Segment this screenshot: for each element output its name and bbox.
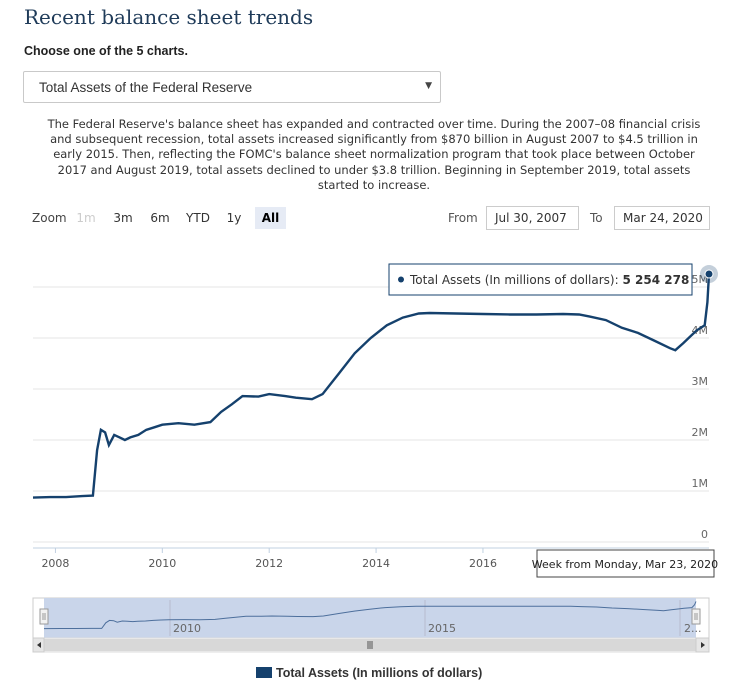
- x-tick-label: 2010: [148, 557, 176, 570]
- grid-lines: [33, 286, 709, 549]
- zoom-3m-button[interactable]: 3m: [113, 211, 133, 225]
- y-tick-label: 0: [701, 528, 708, 541]
- zoom-1y-button[interactable]: 1y: [226, 211, 242, 225]
- series-line: [32, 273, 711, 499]
- scrollbar[interactable]: [32, 637, 710, 653]
- chart-select-dropdown[interactable]: Total Assets of the Federal Reserve ▼: [23, 71, 441, 103]
- y-tick-label: 1M: [692, 477, 709, 490]
- to-date-input[interactable]: Mar 24, 2020: [614, 206, 710, 230]
- y-axis-ticks: 0 1M 2M 3M 4M 5M: [692, 273, 709, 541]
- page-title: Recent balance sheet trends: [24, 5, 314, 29]
- x-tooltip-label: Week from Monday, Mar 23, 2020: [532, 558, 718, 571]
- zoom-all-button[interactable]: All: [255, 207, 286, 229]
- navigator-series-line: [43, 601, 697, 630]
- y-tick-label: 5M: [692, 273, 709, 286]
- y-tick-label: 3M: [692, 375, 709, 388]
- navigator-selection[interactable]: [44, 598, 696, 638]
- x-tick-label: 2012: [255, 557, 283, 570]
- to-label: To: [590, 211, 603, 225]
- navigator-label-end: 2...: [684, 622, 702, 635]
- from-label: From: [448, 211, 478, 225]
- x-tick-label: 2008: [41, 557, 69, 570]
- navigator-label-2015: 2015: [428, 622, 456, 635]
- chart-chooser-label: Choose one of the 5 charts.: [24, 44, 188, 58]
- chart-select-value: Total Assets of the Federal Reserve: [39, 80, 253, 95]
- from-date-input[interactable]: Jul 30, 2007: [486, 206, 579, 230]
- scroll-left-arrow-icon: [37, 642, 41, 648]
- x-axis-ticks: 2008 2010 2012 2014 2016: [41, 548, 497, 570]
- scroll-right-arrow-icon: [701, 642, 705, 648]
- navigator-right-handle[interactable]: [691, 608, 701, 625]
- tooltip-value: 5 254 278: [622, 273, 689, 287]
- tooltip-series-dot: [398, 276, 404, 283]
- navigator-left-handle[interactable]: [39, 608, 49, 625]
- navigator-label-2010: 2010: [173, 622, 201, 635]
- legend-label: Total Assets (In millions of dollars): [276, 666, 483, 680]
- zoom-label: Zoom: [32, 211, 67, 225]
- y-tick-label: 4M: [692, 324, 709, 337]
- tooltip-series-name: Total Assets (In millions of dollars): [409, 273, 615, 287]
- hover-point: [704, 269, 714, 279]
- legend-swatch: [256, 667, 272, 678]
- x-tick-label: 2014: [362, 557, 390, 570]
- zoom-1m-button[interactable]: 1m: [76, 211, 96, 225]
- zoom-6m-button[interactable]: 6m: [150, 211, 170, 225]
- tooltip: Total Assets (In millions of dollars): 5…: [388, 263, 693, 296]
- legend-item[interactable]: Total Assets (In millions of dollars): [256, 666, 482, 680]
- x-tooltip: Week from Monday, Mar 23, 2020: [532, 549, 718, 578]
- navigator[interactable]: 2010 2015 2...: [32, 597, 710, 639]
- zoom-ytd-button[interactable]: YTD: [186, 211, 210, 225]
- dropdown-arrow-icon: ▼: [425, 81, 432, 91]
- y-tick-label: 2M: [692, 426, 709, 439]
- chart-description: The Federal Reserve's balance sheet has …: [47, 117, 701, 192]
- svg-text:Total Assets (In millions of d: Total Assets (In millions of dollars): 5…: [409, 273, 689, 287]
- x-tick-label: 2016: [469, 557, 497, 570]
